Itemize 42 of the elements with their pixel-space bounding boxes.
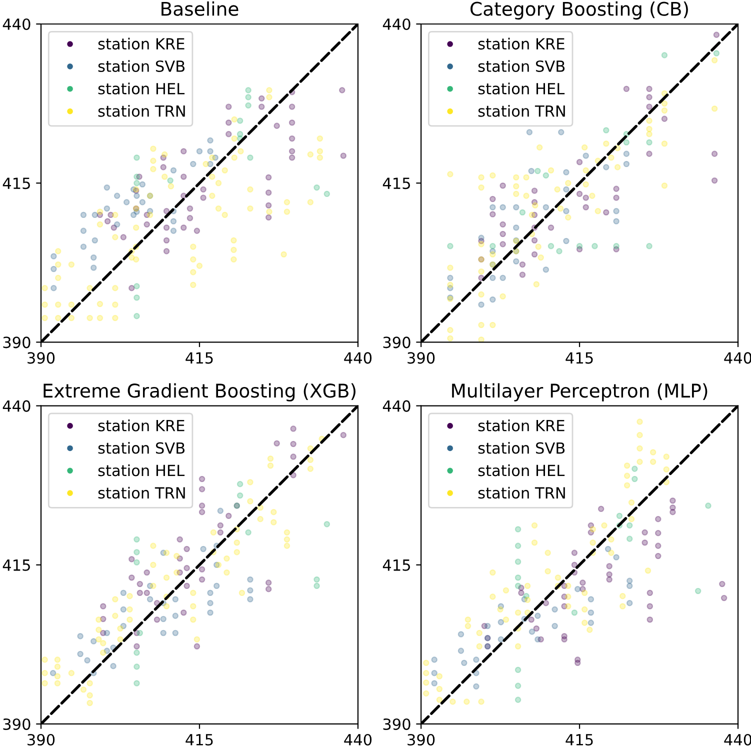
legend-label: station SVB bbox=[98, 60, 185, 72]
x-tick-label: 415 bbox=[186, 734, 213, 746]
chart-title: Multilayer Perceptron (MLP) bbox=[452, 383, 708, 402]
legend-label: station KRE bbox=[98, 38, 184, 50]
legend-label: station SVB bbox=[98, 442, 185, 454]
legend-label: station KRE bbox=[478, 420, 564, 432]
legend-label: station TRN bbox=[98, 486, 185, 499]
y-tick-label: 390 bbox=[3, 336, 30, 348]
legend-label: station KRE bbox=[98, 420, 184, 432]
x-tick-label: 415 bbox=[566, 352, 593, 364]
legend-label: station TRN bbox=[478, 105, 565, 117]
chart-title: Extreme Gradient Boosting (XGB) bbox=[44, 383, 356, 402]
y-tick-label: 440 bbox=[2, 400, 30, 412]
legend-label: station TRN bbox=[98, 105, 185, 117]
x-tick-label: 415 bbox=[186, 352, 213, 364]
y-tick-label: 440 bbox=[382, 400, 410, 412]
y-tick-label: 415 bbox=[382, 178, 410, 190]
x-tick-label: 415 bbox=[566, 734, 593, 746]
x-tick-label: 440 bbox=[344, 734, 372, 746]
y-tick-label: 440 bbox=[2, 18, 30, 30]
y-tick-label: 390 bbox=[383, 718, 410, 730]
x-tick-label: 440 bbox=[344, 352, 372, 364]
legend-label: station SVB bbox=[478, 60, 565, 72]
legend-label: station KRE bbox=[478, 38, 564, 50]
chart-title: Category Boosting (CB) bbox=[470, 1, 688, 20]
legend-label: station TRN bbox=[478, 486, 565, 499]
y-tick-label: 415 bbox=[2, 560, 30, 571]
y-tick-label: 415 bbox=[382, 560, 410, 571]
y-tick-label: 390 bbox=[383, 336, 410, 348]
x-tick-label: 390 bbox=[28, 352, 55, 364]
legend-label: station HEL bbox=[98, 464, 185, 476]
legend-label: station SVB bbox=[478, 442, 565, 454]
y-tick-label: 390 bbox=[3, 718, 30, 730]
y-tick-label: 415 bbox=[2, 178, 30, 190]
y-tick-label: 440 bbox=[382, 18, 410, 30]
legend-label: station HEL bbox=[98, 82, 185, 94]
x-tick-label: 390 bbox=[408, 734, 435, 746]
chart-title: Baseline bbox=[162, 1, 238, 16]
legend-label: station HEL bbox=[478, 464, 565, 476]
legend-label: station HEL bbox=[478, 82, 565, 94]
x-tick-label: 390 bbox=[28, 734, 55, 746]
x-tick-label: 390 bbox=[408, 352, 435, 364]
